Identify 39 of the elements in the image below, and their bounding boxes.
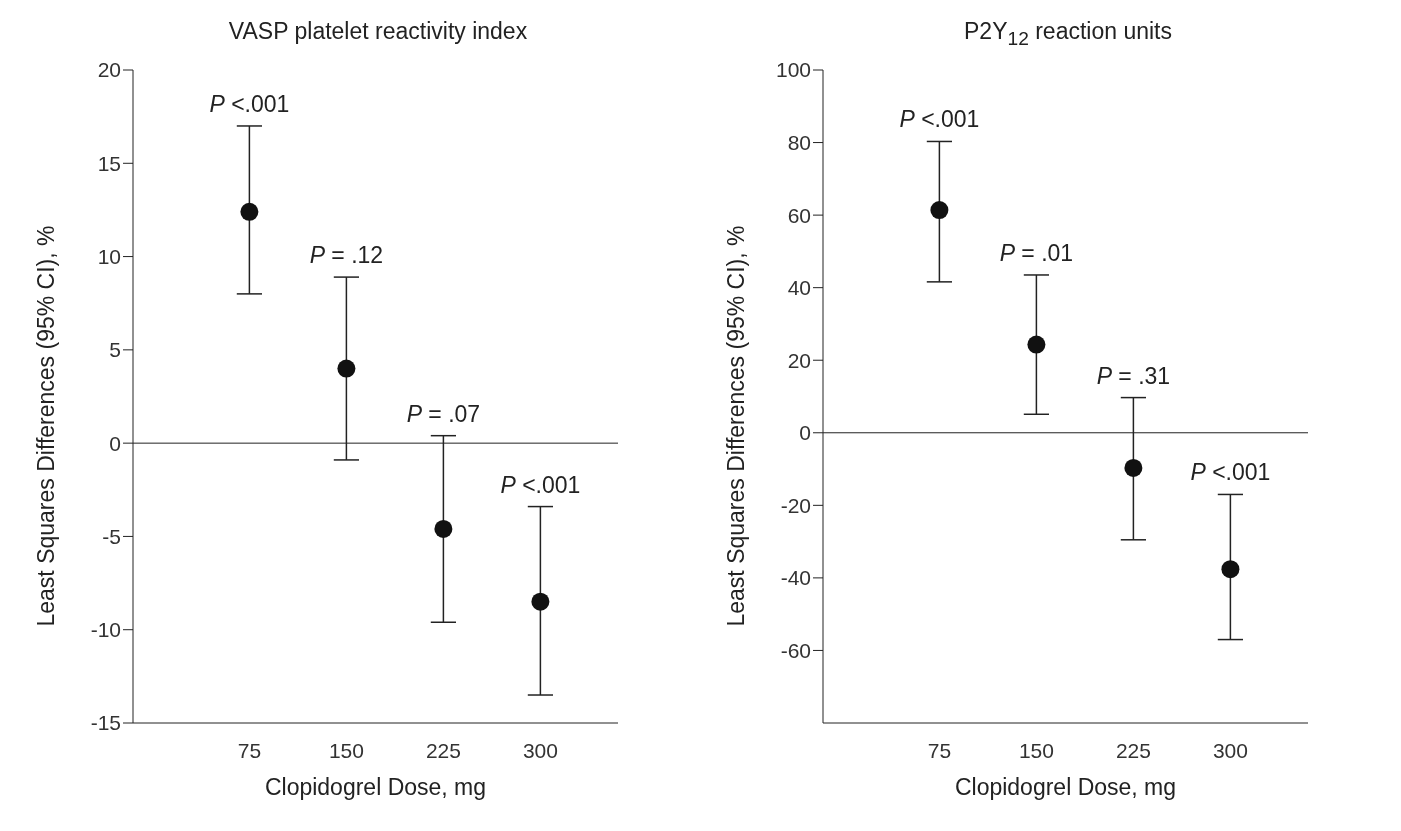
annotation: P <.001 (500, 471, 581, 498)
y-tick-label: 0 (109, 431, 121, 455)
x-tick-label: 225 (1115, 738, 1151, 762)
x-tick-label: 75 (927, 738, 952, 762)
y-tick-label: -5 (102, 524, 121, 548)
y-tick-label: 100 (775, 58, 811, 82)
chart-title: P2Y$_{12}$ reaction units (964, 18, 1172, 49)
annotation: P <.001 (899, 106, 980, 133)
y-tick-label: 40 (787, 276, 811, 300)
annotation: P <.001 (1190, 459, 1271, 486)
x-tick-label: 75 (237, 738, 262, 762)
y-tick-label: -20 (780, 493, 811, 517)
x-tick-label: 225 (425, 738, 461, 762)
y-tick-label: -15 (90, 711, 121, 735)
x-tick-label: 300 (522, 738, 558, 762)
chart-title: VASP platelet reactivity index (228, 18, 528, 44)
x-axis-title: Clopidogrel Dose, mg (264, 774, 487, 800)
y-tick-label: 20 (787, 348, 811, 372)
y-tick-label: 20 (97, 58, 121, 82)
y-tick-label: 60 (787, 203, 811, 227)
y-tick-label: -40 (780, 566, 811, 590)
y-tick-label: 80 (787, 131, 811, 155)
y-tick-label: 15 (97, 151, 121, 175)
x-tick-label: 300 (1212, 738, 1248, 762)
y-tick-label: 0 (799, 421, 811, 445)
y-axis-title: Least Squares Differences (95% CI), % (33, 225, 60, 627)
x-tick-label: 150 (328, 738, 364, 762)
annotation: P <.001 (209, 90, 290, 117)
y-tick-label: -10 (90, 618, 121, 642)
y-axis-title: Least Squares Differences (95% CI), % (723, 225, 750, 627)
annotation: P = .01 (999, 239, 1074, 266)
annotation: P = .12 (309, 242, 384, 269)
annotation: P = .07 (406, 400, 481, 427)
x-tick-label: 150 (1018, 738, 1054, 762)
y-tick-label: 10 (97, 245, 121, 269)
y-tick-label: 5 (109, 338, 121, 362)
y-tick-label: -60 (780, 638, 811, 662)
annotation: P = .31 (1096, 362, 1171, 389)
x-axis-title: Clopidogrel Dose, mg (954, 774, 1177, 800)
